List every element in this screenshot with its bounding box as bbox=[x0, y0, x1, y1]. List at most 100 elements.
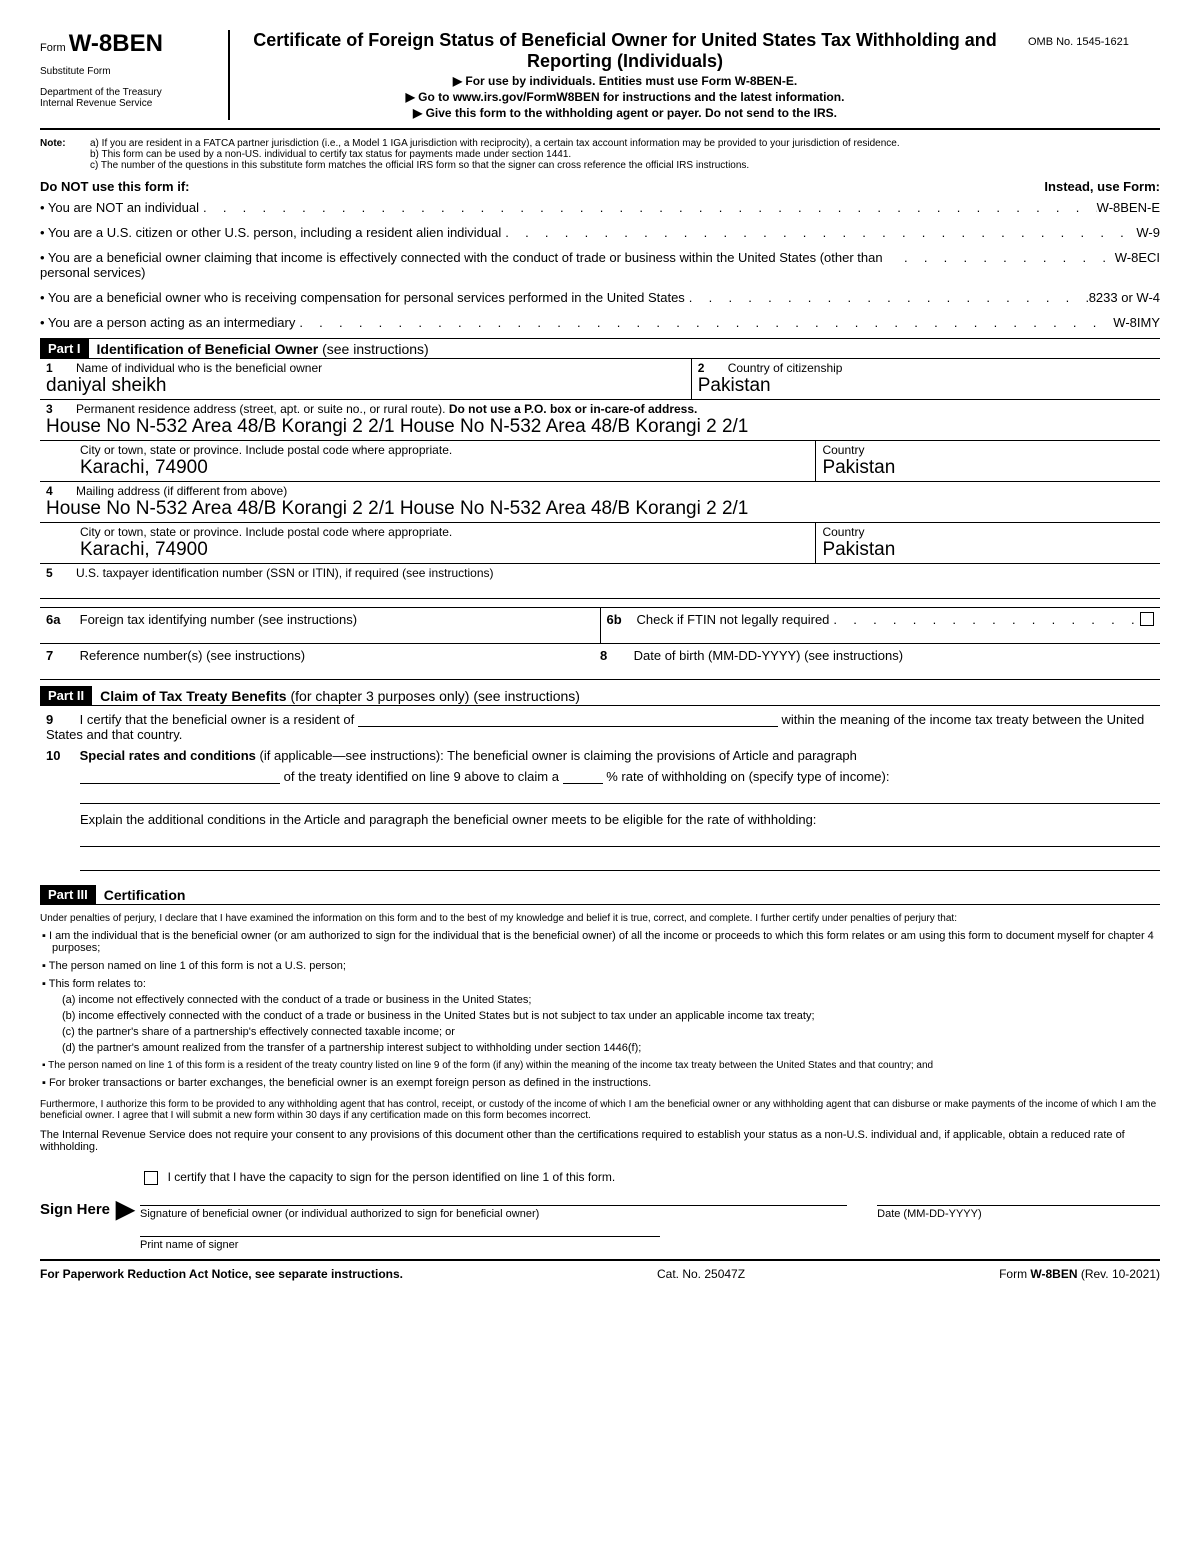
donot-text-1: • You are a U.S. citizen or other U.S. p… bbox=[40, 225, 501, 240]
print-row: Print name of signer bbox=[140, 1236, 1160, 1251]
line6b-cell: 6bCheck if FTIN not legally required . .… bbox=[601, 608, 1161, 643]
part1-title: Identification of Beneficial Owner (see … bbox=[97, 341, 429, 357]
line10-blank4[interactable] bbox=[80, 829, 1160, 847]
form-name: Form W-8BEN bbox=[40, 30, 220, 58]
donot-text-0: • You are NOT an individual bbox=[40, 200, 199, 215]
cert-b3a: (a) income not effectively connected wit… bbox=[40, 994, 1160, 1006]
donot-header: Do NOT use this form if: Instead, use Fo… bbox=[40, 179, 1160, 194]
sign-section: Sign Here ▶ I certify that I have the ca… bbox=[40, 1169, 1160, 1261]
line3-cell: 3Permanent residence address (street, ap… bbox=[40, 400, 1160, 440]
line2-label: Country of citizenship bbox=[728, 361, 843, 375]
line3-city-row: City or town, state or province. Include… bbox=[40, 440, 1160, 481]
note-b: b) This form can be used by a non-US. in… bbox=[90, 149, 1160, 160]
footer-center: Cat. No. 25047Z bbox=[657, 1267, 745, 1281]
line9-blank[interactable] bbox=[358, 713, 778, 727]
footer-right-rev: (Rev. 10-2021) bbox=[1078, 1267, 1160, 1281]
line4-value[interactable]: House No N-532 Area 48/B Korangi 2 2/1 H… bbox=[46, 498, 1154, 520]
form-name-bold: W-8BEN bbox=[69, 30, 163, 57]
dots: . . . . . . . . . . . . . . . . . . . . … bbox=[199, 200, 1097, 215]
line5-num: 5 bbox=[46, 566, 76, 580]
donot-item-4: • You are a person acting as an intermed… bbox=[40, 315, 1160, 330]
line10-text2: of the treaty identified on line 9 above… bbox=[284, 769, 559, 784]
line8-num: 8 bbox=[600, 648, 630, 663]
note-label: Note: bbox=[40, 138, 90, 171]
line4-city-row: City or town, state or province. Include… bbox=[40, 522, 1160, 563]
date-line[interactable]: Date (MM-DD-YYYY) bbox=[877, 1205, 1160, 1220]
subtitle-1: ▶ For use by individuals. Entities must … bbox=[240, 74, 1010, 88]
part1-title-text: Identification of Beneficial Owner bbox=[97, 341, 319, 357]
line4-city-label: City or town, state or province. Include… bbox=[80, 525, 809, 539]
line3-city-cell: City or town, state or province. Include… bbox=[40, 441, 816, 481]
ftin-checkbox[interactable] bbox=[1140, 612, 1154, 626]
line10-text3: % rate of withholding on (specify type o… bbox=[606, 769, 889, 784]
footer-right: Form W-8BEN (Rev. 10-2021) bbox=[999, 1267, 1160, 1281]
dots: . . . . . . . . . . . . . . . . . . . . … bbox=[900, 250, 1115, 280]
dots: . . . . . . . . . . . . . . . . . . . . … bbox=[501, 225, 1136, 240]
line4-label: Mailing address (if different from above… bbox=[76, 484, 287, 498]
line10-blank2[interactable] bbox=[563, 770, 603, 784]
sign-here-text: Sign Here bbox=[40, 1201, 110, 1218]
line4-city-value[interactable]: Karachi, 74900 bbox=[80, 539, 809, 561]
line4-num: 4 bbox=[46, 484, 76, 498]
line2-value[interactable]: Pakistan bbox=[698, 375, 1154, 397]
line4-row: 4Mailing address (if different from abov… bbox=[40, 481, 1160, 522]
dept: Department of the Treasury Internal Reve… bbox=[40, 87, 220, 109]
line3-value[interactable]: House No N-532 Area 48/B Korangi 2 2/1 H… bbox=[46, 416, 1154, 438]
cert-b2: ▪ The person named on line 1 of this for… bbox=[40, 960, 1160, 972]
line10-blank3[interactable] bbox=[80, 786, 1160, 804]
note-a: a) If you are resident in a FATCA partne… bbox=[90, 138, 1160, 149]
line4-country-value[interactable]: Pakistan bbox=[822, 539, 1154, 561]
irs-note: The Internal Revenue Service does not re… bbox=[40, 1129, 1160, 1153]
line3-city-label: City or town, state or province. Include… bbox=[80, 443, 809, 457]
date-caption: Date (MM-DD-YYYY) bbox=[877, 1208, 1160, 1220]
line6a-num: 6a bbox=[46, 612, 76, 627]
donot-form-2: W-8ECI bbox=[1115, 250, 1160, 280]
line1-2-row: 1Name of individual who is the beneficia… bbox=[40, 358, 1160, 399]
line3-country-cell: Country Pakistan bbox=[816, 441, 1160, 481]
line4-cell: 4Mailing address (if different from abov… bbox=[40, 482, 1160, 522]
sig-line[interactable]: Signature of beneficial owner (or indivi… bbox=[140, 1205, 847, 1220]
line9-text1: I certify that the beneficial owner is a… bbox=[80, 712, 355, 727]
dots: . . . . . . . . . . . . . . . . bbox=[829, 612, 1136, 627]
line2-cell: 2Country of citizenship Pakistan bbox=[692, 359, 1160, 399]
line7-label: Reference number(s) (see instructions) bbox=[80, 648, 305, 663]
dept-irs: Internal Revenue Service bbox=[40, 98, 220, 109]
line6-row: 6a Foreign tax identifying number (see i… bbox=[40, 607, 1160, 644]
line7-num: 7 bbox=[46, 648, 76, 663]
line6a-cell: 6a Foreign tax identifying number (see i… bbox=[40, 608, 601, 643]
part3-badge: Part III bbox=[40, 885, 96, 904]
donot-text-4: • You are a person acting as an intermed… bbox=[40, 315, 295, 330]
donot-item-0: • You are NOT an individual . . . . . . … bbox=[40, 200, 1160, 215]
part2-badge: Part II bbox=[40, 686, 92, 705]
header-left: Form W-8BEN Substitute Form Department o… bbox=[40, 30, 230, 120]
substitute-form: Substitute Form bbox=[40, 66, 220, 77]
line3-country-value[interactable]: Pakistan bbox=[822, 457, 1154, 479]
line4-country-label: Country bbox=[822, 525, 1154, 539]
line1-value[interactable]: daniyal sheikh bbox=[46, 375, 685, 397]
furthermore-text: Furthermore, I authorize this form to be… bbox=[40, 1099, 1160, 1121]
line3-bold: Do not use a P.O. box or in-care-of addr… bbox=[449, 402, 698, 416]
line10-bold: Special rates and conditions bbox=[80, 748, 256, 763]
part1-sub: (see instructions) bbox=[322, 341, 429, 357]
dots: . . . . . . . . . . . . . . . . . . . . … bbox=[295, 315, 1113, 330]
part3-header: Part III Certification bbox=[40, 885, 1160, 904]
line10-text4: Explain the additional conditions in the… bbox=[40, 812, 1160, 827]
line1-num: 1 bbox=[46, 361, 76, 375]
donot-right: Instead, use Form: bbox=[1044, 179, 1160, 194]
footer-left: For Paperwork Reduction Act Notice, see … bbox=[40, 1267, 403, 1281]
line4-city-cell: City or town, state or province. Include… bbox=[40, 523, 816, 563]
line10-blank5[interactable] bbox=[80, 853, 1160, 871]
arrow-icon: ▶ bbox=[116, 1195, 134, 1224]
capacity-checkbox[interactable] bbox=[144, 1171, 158, 1185]
part3-body: Under penalties of perjury, I declare th… bbox=[40, 904, 1160, 1153]
form-prefix: Form bbox=[40, 42, 66, 54]
part1-badge: Part I bbox=[40, 339, 89, 358]
cert-b3b: (b) income effectively connected with th… bbox=[40, 1010, 1160, 1022]
omb-number: OMB No. 1545-1621 bbox=[1020, 30, 1160, 120]
print-line[interactable]: Print name of signer bbox=[140, 1236, 660, 1251]
line4-country-cell: Country Pakistan bbox=[816, 523, 1160, 563]
line10-blank1[interactable] bbox=[80, 770, 280, 784]
cert-b3d: (d) the partner's amount realized from t… bbox=[40, 1042, 1160, 1054]
line3-city-value[interactable]: Karachi, 74900 bbox=[80, 457, 809, 479]
donot-item-1: • You are a U.S. citizen or other U.S. p… bbox=[40, 225, 1160, 240]
